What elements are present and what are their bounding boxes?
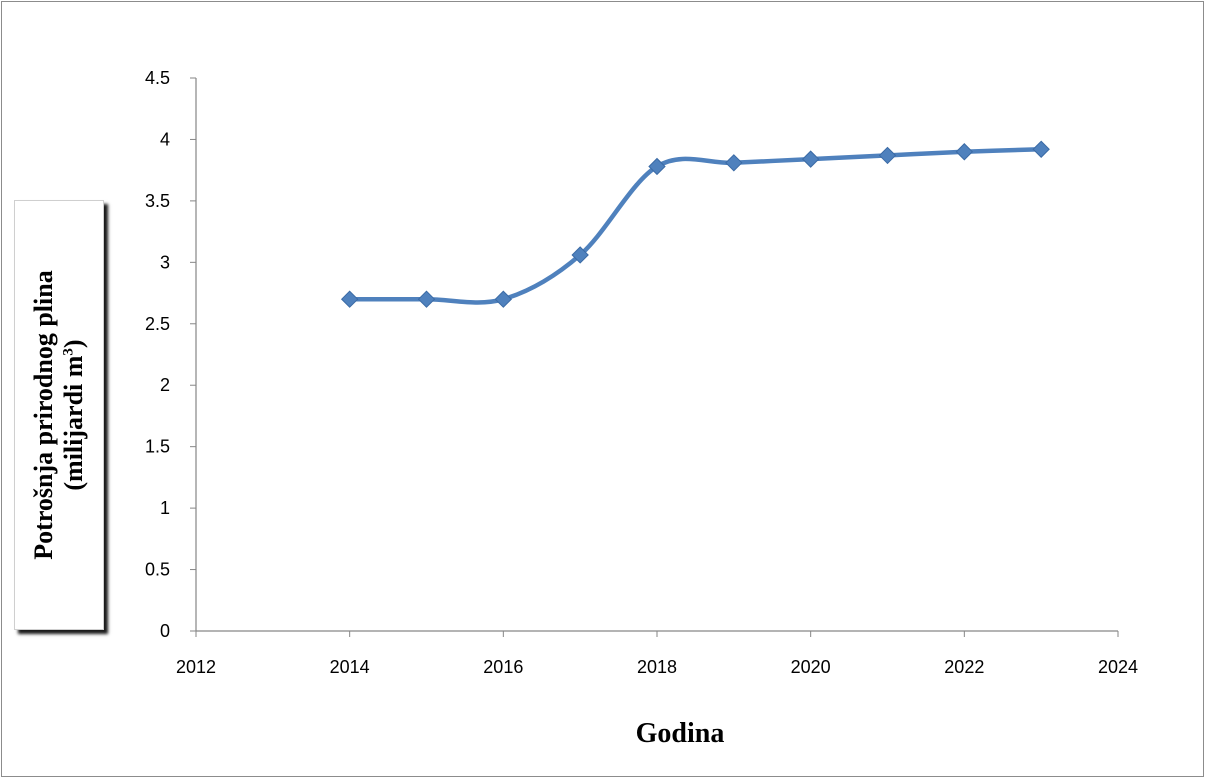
x-tick-label: 2018 — [637, 657, 677, 677]
data-point-marker — [648, 157, 666, 176]
data-point-marker — [801, 150, 820, 168]
y-axis-title-line1: Potrošnja prirodnog plina — [29, 270, 58, 560]
tick-labels: 0 0.5 1 1.5 2 2.5 3 3.5 4 4.5 2012 2014 2016 2018 2020… — [145, 68, 1138, 677]
y-tick-label: 1 — [160, 498, 170, 518]
y-tick-label: 1.5 — [145, 437, 170, 457]
y-tick-label: 2.5 — [145, 314, 170, 334]
data-point-marker — [725, 154, 743, 172]
series-markers — [340, 140, 1050, 308]
y-axis-title-superscript: 3 — [60, 348, 77, 356]
y-axis-title-box: Potrošnja prirodnog plina (milijardi m3) — [14, 200, 104, 630]
y-tick-label: 0.5 — [145, 560, 170, 580]
y-tick-label: 3 — [160, 252, 170, 272]
y-tick-label: 0 — [160, 621, 170, 641]
data-point-marker — [878, 146, 897, 165]
axes — [190, 77, 1119, 637]
y-tick-label: 4.5 — [145, 68, 170, 88]
x-tick-label: 2012 — [176, 657, 216, 677]
y-axis-title: Potrošnja prirodnog plina (milijardi m3) — [29, 270, 89, 559]
y-axis-title-line2-text: (milijardi m — [59, 355, 88, 491]
x-axis-title: Godina — [635, 718, 725, 749]
data-point-marker — [1032, 140, 1050, 158]
x-tick-label: 2016 — [483, 657, 523, 677]
y-tick-label: 2 — [160, 375, 170, 395]
data-point-marker — [494, 290, 513, 308]
data-point-marker — [340, 290, 359, 308]
x-tick-label: 2024 — [1098, 657, 1138, 677]
y-axis-title-line2-end: ) — [59, 339, 88, 349]
y-tick-label: 4 — [160, 129, 170, 149]
data-point-marker — [571, 246, 589, 264]
x-tick-label: 2014 — [330, 657, 370, 677]
x-tick-label: 2020 — [791, 657, 831, 677]
x-tick-label: 2022 — [944, 657, 984, 677]
data-point-marker — [955, 143, 974, 161]
data-point-marker — [417, 290, 436, 308]
y-axis-title-line2: (milijardi m3) — [59, 270, 89, 559]
y-tick-label: 3.5 — [145, 191, 170, 211]
series-line — [347, 147, 1044, 305]
